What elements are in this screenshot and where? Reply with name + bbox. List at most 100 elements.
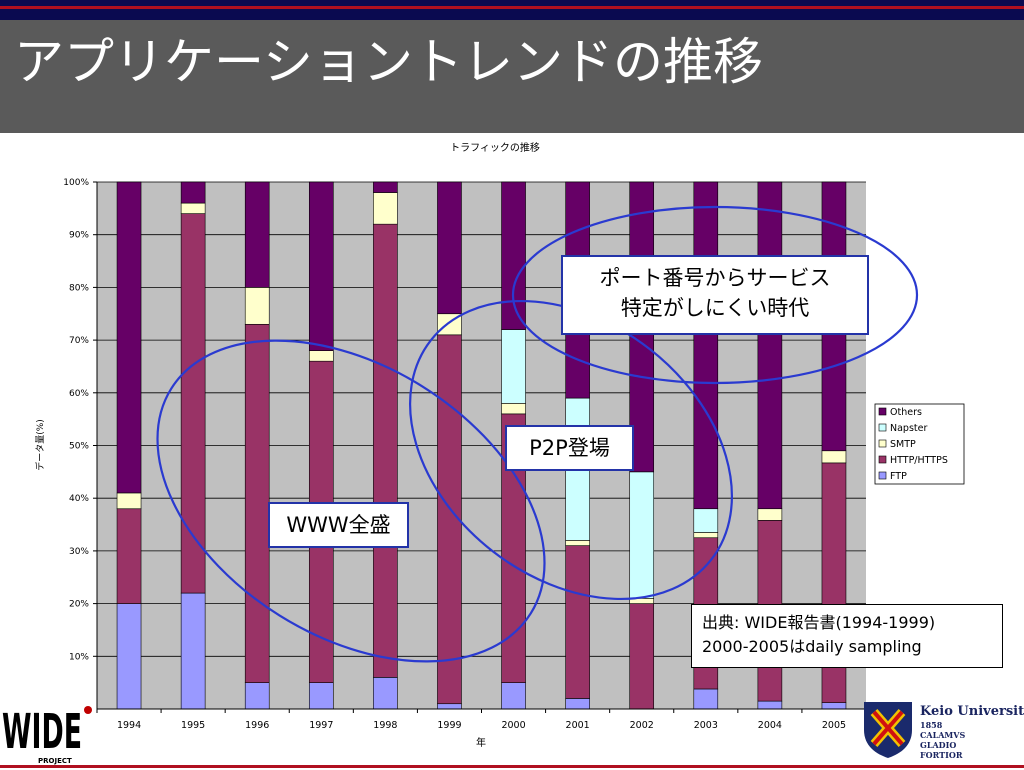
keio-motto-1: CALAMVS	[920, 730, 966, 740]
legend-swatch	[878, 471, 887, 480]
y-tick-label: 60%	[69, 389, 89, 399]
bar-segment-napster	[629, 471, 655, 599]
keio-year: 1858	[920, 720, 943, 730]
callout-p2p: P2P登場	[505, 425, 634, 471]
bar-segment-others	[180, 181, 206, 204]
bar-segment-others	[693, 181, 719, 510]
bar-segment-others	[116, 181, 142, 494]
bar-segment-others	[501, 181, 526, 330]
callout-www: WWW全盛	[268, 502, 409, 548]
bar-segment-ftp	[116, 603, 142, 710]
bar-segment-smtp	[693, 532, 719, 539]
x-tick-label: 2004	[758, 720, 782, 731]
y-tick-label: 20%	[69, 600, 89, 610]
keio-motto-3: FORTIOR	[920, 750, 963, 760]
ellipse-p2p	[409, 299, 733, 601]
legend-box	[874, 403, 965, 485]
bar-segment-http-https	[180, 213, 206, 594]
bar-segment-http-https	[629, 603, 655, 710]
x-tick-label: 1997	[309, 720, 333, 731]
x-tick-label: 2001	[566, 720, 590, 731]
bar-segment-others	[373, 181, 398, 193]
x-axis-label: 年	[476, 736, 486, 749]
bar-segment-smtp	[757, 508, 783, 521]
y-tick-label: 30%	[69, 547, 89, 557]
bar-segment-ftp	[757, 700, 783, 710]
x-tick-label: 2005	[822, 720, 846, 731]
bar-segment-smtp	[308, 350, 334, 362]
slide-title: アプリケーショントレンドの推移	[14, 33, 763, 91]
chart-title: トラフィックの推移	[450, 143, 540, 154]
bar-segment-smtp	[180, 202, 206, 214]
legend-swatch	[878, 439, 887, 448]
y-tick-label: 90%	[69, 231, 89, 241]
top-band	[0, 0, 1024, 20]
bottom-red-line	[0, 765, 1024, 768]
bar-segment-ftp	[693, 688, 719, 710]
title-bar	[0, 20, 1024, 133]
bar-segment-http-https	[373, 223, 398, 678]
y-tick-label: 50%	[69, 442, 89, 452]
ellipse-www	[156, 339, 546, 663]
source-line1: 出典: WIDE報告書(1994-1999)	[702, 613, 936, 632]
y-tick-label: 10%	[69, 652, 89, 662]
callout-port-line1: ポート番号からサービス	[599, 266, 831, 290]
y-tick-label: 100%	[63, 178, 89, 188]
bar-segment-others	[308, 181, 334, 351]
keio-crest-icon	[862, 700, 914, 760]
bar-segment-smtp	[501, 403, 526, 415]
callout-source: 出典: WIDE報告書(1994-1999) 2000-2005はdaily s…	[691, 604, 1003, 668]
keio-motto: 1858 CALAMVS GLADIO FORTIOR	[920, 720, 965, 760]
bar-segment-ftp	[244, 682, 270, 710]
legend-label: Others	[890, 407, 922, 418]
bar-segment-ftp	[565, 698, 590, 710]
bars	[116, 181, 847, 710]
legend-label: Napster	[890, 423, 927, 434]
bar-segment-http-https	[116, 508, 142, 604]
bar-segment-http-https	[244, 323, 270, 683]
source-line2: 2000-2005はdaily sampling	[702, 637, 922, 656]
bar-segment-others	[757, 181, 783, 510]
callout-port-difficulty: ポート番号からサービス 特定がしにくい時代	[561, 255, 869, 335]
x-tick-label: 2003	[694, 720, 718, 731]
bar-segment-http-https	[565, 545, 590, 699]
bar-segment-others	[244, 181, 270, 288]
legend-swatch	[878, 423, 887, 432]
bar-segment-smtp	[821, 450, 847, 464]
wide-logo-sub: PROJECT	[38, 757, 72, 765]
bar-segment-others	[437, 181, 462, 315]
bar-segment-ftp	[437, 703, 462, 710]
ellipse-port	[511, 205, 919, 385]
x-tick-label: 1998	[373, 720, 397, 731]
top-red-stripe	[0, 6, 1024, 9]
annotation-ellipses	[156, 205, 919, 663]
x-tick-label: 1995	[181, 720, 205, 731]
keio-university-name: Keio University	[920, 704, 1024, 719]
x-tick-label: 1999	[437, 720, 461, 731]
bar-segment-smtp	[116, 492, 142, 510]
legend-label: FTP	[890, 471, 907, 482]
bar-segment-napster	[501, 329, 526, 404]
y-tick-label: 40%	[69, 494, 89, 504]
y-axis-label: データ量(%)	[34, 419, 46, 471]
callout-port-line2: 特定がしにくい時代	[620, 296, 810, 320]
x-tick-label: 1996	[245, 720, 269, 731]
bar-segment-ftp	[373, 677, 398, 710]
y-tick-label: 70%	[69, 336, 89, 346]
x-tick-label: 2002	[630, 720, 654, 731]
bar-segment-smtp	[244, 287, 270, 325]
legend-swatch	[878, 407, 887, 416]
bar-segment-ftp	[821, 702, 847, 710]
x-tick-labels: 1994 1995 1996 1997 1998 1999 2000 2001 2002 2003…	[96, 709, 846, 731]
wide-project-logo: WIDE PROJECT	[2, 696, 102, 766]
x-tick-label: 1994	[117, 720, 141, 731]
bar-segment-smtp	[565, 540, 590, 546]
bar-segment-ftp	[180, 592, 206, 710]
bar-segment-napster	[693, 508, 719, 533]
y-tick-label: 80%	[69, 283, 89, 293]
y-tick-labels: 10% 20% 30% 40% 50% 60% 70% 80% 90% 100%	[63, 178, 89, 662]
wide-logo-text: WIDE	[2, 704, 82, 760]
bar-segment-ftp	[501, 682, 526, 710]
keio-motto-2: GLADIO	[920, 740, 957, 750]
legend-label: HTTP/HTTPS	[890, 455, 948, 466]
